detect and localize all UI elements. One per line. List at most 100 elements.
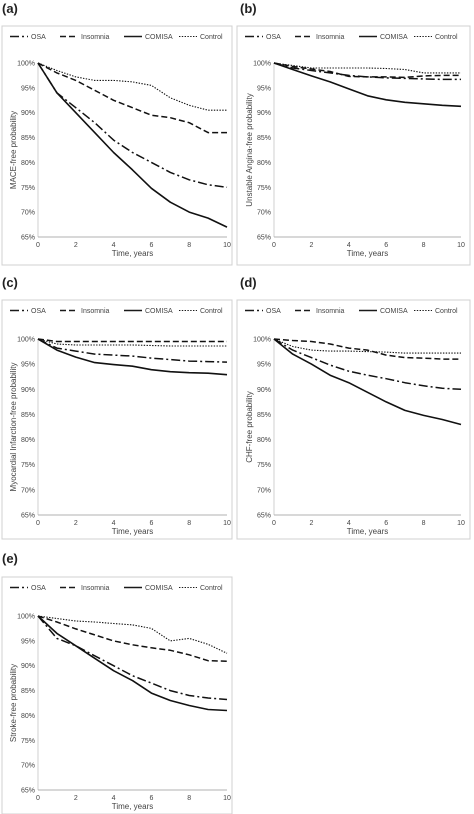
chart-frame — [1, 25, 233, 266]
x-tick-label: 2 — [309, 242, 313, 249]
y-tick-label: 65% — [257, 513, 271, 520]
x-tick-label: 8 — [422, 520, 426, 527]
chart-panel-c: (c) OSA Insomnia COMISA Control 65% 70% 75% 80% 8… — [1, 275, 233, 540]
x-tick-label: 2 — [309, 520, 313, 527]
y-tick-label: 85% — [21, 688, 35, 695]
legend-label-comisa: COMISA — [145, 585, 173, 592]
legend-label-comisa: COMISA — [145, 34, 173, 41]
panel-letter: (e) — [2, 551, 18, 566]
y-tick-label: 100% — [253, 61, 271, 68]
legend-label-control: Control — [200, 585, 223, 592]
series-line-osa — [37, 615, 228, 701]
y-axis-label: CHF-free probability — [245, 391, 254, 463]
y-tick-label: 100% — [17, 614, 35, 621]
panel-letter: (d) — [240, 275, 257, 290]
x-axis-label: Time, years — [347, 249, 389, 258]
y-tick-label: 95% — [21, 85, 35, 92]
x-tick-label: 0 — [272, 242, 276, 249]
y-tick-label: 75% — [257, 462, 271, 469]
y-tick-label: 80% — [21, 160, 35, 167]
legend-label-control: Control — [435, 34, 458, 41]
y-tick-label: 80% — [21, 437, 35, 444]
series-line-control — [37, 62, 227, 111]
y-axis-label: MACE-free probability — [9, 111, 18, 189]
chart-panel-a: (a) OSA Insomnia COMISA Control 65% 70% 75% 80% 8… — [1, 1, 233, 266]
y-tick-label: 80% — [257, 160, 271, 167]
x-tick-label: 6 — [149, 242, 153, 249]
x-tick-label: 4 — [112, 520, 116, 527]
series-line-control — [273, 62, 461, 74]
series-line-comisa — [37, 615, 228, 712]
legend-label-osa: OSA — [31, 34, 46, 41]
x-tick-label: 10 — [457, 520, 465, 527]
y-tick-label: 85% — [257, 412, 271, 419]
x-tick-label: 0 — [36, 242, 40, 249]
x-tick-label: 4 — [347, 520, 351, 527]
x-tick-label: 0 — [36, 520, 40, 527]
panel-letter: (b) — [240, 1, 257, 16]
series-line-insomnia — [37, 615, 228, 662]
legend-label-control: Control — [200, 308, 223, 315]
x-tick-label: 10 — [223, 520, 231, 527]
y-tick-label: 90% — [21, 663, 35, 670]
y-tick-label: 100% — [17, 337, 35, 344]
y-tick-label: 100% — [253, 337, 271, 344]
y-tick-label: 70% — [257, 210, 271, 217]
legend-label-control: Control — [435, 308, 458, 315]
x-axis-label: Time, years — [112, 249, 154, 258]
series-line-osa — [37, 62, 228, 189]
chart-frame — [1, 299, 233, 540]
legend-label-insomnia: Insomnia — [81, 585, 110, 592]
legend-label-insomnia: Insomnia — [81, 308, 110, 315]
x-tick-label: 4 — [112, 795, 116, 802]
panel-letter: (c) — [2, 275, 18, 290]
x-tick-label: 6 — [149, 520, 153, 527]
y-tick-label: 85% — [257, 135, 271, 142]
x-tick-label: 4 — [112, 242, 116, 249]
y-tick-label: 95% — [257, 362, 271, 369]
y-tick-label: 70% — [21, 763, 35, 770]
x-tick-label: 2 — [74, 242, 78, 249]
y-tick-label: 70% — [21, 210, 35, 217]
series-line-control — [273, 338, 461, 354]
chart-panel-e: (e) OSA Insomnia COMISA Control 65% 70% 75% 80% 8… — [1, 551, 233, 814]
y-tick-label: 65% — [257, 235, 271, 242]
legend-label-insomnia: Insomnia — [316, 308, 345, 315]
y-tick-label: 90% — [257, 110, 271, 117]
y-tick-label: 85% — [21, 135, 35, 142]
y-tick-label: 90% — [257, 387, 271, 394]
y-tick-label: 95% — [21, 362, 35, 369]
legend-label-comisa: COMISA — [145, 308, 173, 315]
x-tick-label: 8 — [187, 242, 191, 249]
series-line-osa — [273, 338, 462, 391]
y-tick-label: 90% — [21, 387, 35, 394]
y-axis-label: Unstable Angina-free probability — [245, 93, 254, 206]
chart-frame — [1, 576, 233, 814]
x-tick-label: 6 — [384, 520, 388, 527]
y-tick-label: 95% — [257, 85, 271, 92]
y-tick-label: 75% — [21, 462, 35, 469]
y-tick-label: 70% — [257, 487, 271, 494]
y-tick-label: 75% — [21, 185, 35, 192]
legend-label-osa: OSA — [31, 308, 46, 315]
x-axis-label: Time, years — [347, 527, 389, 536]
series-line-osa — [37, 338, 228, 363]
x-tick-label: 0 — [36, 795, 40, 802]
y-axis-label: Stroke-free probability — [9, 664, 18, 742]
y-tick-label: 95% — [21, 638, 35, 645]
y-tick-label: 65% — [21, 513, 35, 520]
legend-label-insomnia: Insomnia — [316, 34, 345, 41]
legend-label-control: Control — [200, 34, 223, 41]
legend-label-comisa: COMISA — [380, 308, 408, 315]
legend-label-osa: OSA — [266, 34, 281, 41]
x-tick-label: 10 — [223, 795, 231, 802]
x-tick-label: 10 — [223, 242, 231, 249]
y-tick-label: 65% — [21, 235, 35, 242]
y-tick-label: 70% — [21, 487, 35, 494]
series-line-insomnia — [37, 338, 227, 343]
y-axis-label: Myocardial Infarction-free probability — [9, 363, 18, 492]
x-tick-label: 10 — [457, 242, 465, 249]
series-line-comisa — [273, 62, 462, 108]
y-tick-label: 90% — [21, 110, 35, 117]
